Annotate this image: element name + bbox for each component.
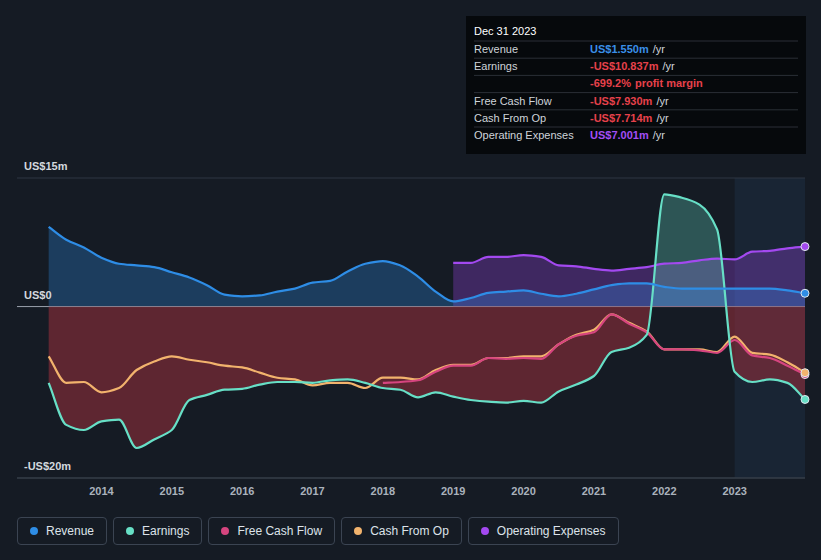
legend: Revenue Earnings Free Cash Flow Cash From O… (17, 517, 619, 545)
area-positive (49, 194, 805, 306)
x-axis-line (17, 478, 805, 479)
end-dot (801, 289, 809, 297)
area (49, 307, 805, 448)
x-tick-label: 2015 (160, 485, 184, 497)
annotation-row: US$7.001m/yr (590, 129, 665, 141)
series-line (49, 314, 805, 392)
x-tick-label: 2017 (300, 485, 324, 497)
x-tick-label: 2019 (441, 485, 465, 497)
annotation-unit: /yr (656, 95, 669, 107)
legend-swatch (126, 527, 134, 535)
annotation-label: Operating Expenses (474, 129, 574, 141)
annotation: Dec 31 2023 Revenue US$1.550m/yr Earnings -U… (466, 16, 806, 154)
legend-label: Cash From Op (370, 524, 449, 538)
legend-swatch (221, 527, 229, 535)
legend-item[interactable]: Operating Expenses (468, 517, 619, 545)
annotation-label: Earnings (474, 60, 518, 72)
annotation-title: Dec 31 2023 (474, 25, 536, 37)
annotation-row: -US$7.930m/yr (590, 95, 669, 107)
series-line (453, 247, 805, 271)
annotation-label: Cash From Op (474, 112, 546, 124)
legend-swatch (481, 527, 489, 535)
annotation-value: US$7.001m (590, 129, 649, 141)
annotation-row: -US$10.837m/yr (590, 60, 675, 72)
annotation-divider (474, 127, 798, 128)
grid-line (17, 178, 805, 179)
annotation-row: -699.2% profit margin (590, 77, 703, 89)
area-positive (49, 227, 805, 307)
legend-swatch (354, 527, 362, 535)
series-line (383, 314, 805, 383)
legend-label: Revenue (46, 524, 94, 538)
annotation-unit: /yr (663, 60, 676, 72)
series-line (49, 227, 805, 302)
annotation-row: US$1.550m/yr (590, 43, 665, 55)
y-tick-label: US$0 (24, 289, 52, 301)
legend-item[interactable]: Cash From Op (341, 517, 462, 545)
x-tick-label: 2020 (511, 485, 535, 497)
legend-label: Free Cash Flow (237, 524, 322, 538)
legend-label: Operating Expenses (497, 524, 606, 538)
x-tick-label: 2022 (652, 485, 676, 497)
legend-swatch (30, 527, 38, 535)
annotation-label: Free Cash Flow (474, 95, 552, 107)
legend-item[interactable]: Earnings (113, 517, 202, 545)
x-tick-label: 2016 (230, 485, 254, 497)
annotation-unit: /yr (653, 43, 666, 55)
plot-area (49, 194, 805, 448)
annotation-value: -US$7.714m (590, 112, 653, 124)
chart: US$15m US$0 -US$20m 2014 2015 2016 2017 2018 201… (0, 0, 821, 560)
area (49, 227, 805, 307)
annotation-row: -US$7.714m/yr (590, 112, 669, 124)
end-dot (801, 369, 809, 377)
legend-item[interactable]: Free Cash Flow (208, 517, 335, 545)
x-tick-label: 2021 (582, 485, 606, 497)
legend-label: Earnings (142, 524, 189, 538)
x-tick-label: 2018 (371, 485, 395, 497)
grid-line (17, 478, 805, 479)
annotation-divider (474, 109, 798, 110)
annotation-divider (474, 92, 798, 93)
end-dot (801, 395, 809, 403)
area (49, 307, 805, 308)
y-tick-label: US$15m (24, 160, 68, 172)
annotation-divider (474, 41, 798, 42)
area (49, 194, 805, 306)
area-negative (49, 307, 805, 448)
y-tick-label: -US$20m (24, 460, 71, 472)
annotation-value: -US$7.930m (590, 95, 653, 107)
annotation-value: -US$10.837m (590, 60, 659, 72)
annotation-text: profit margin (635, 77, 703, 89)
annotation-value: US$1.550m (590, 43, 649, 55)
annotation-divider (474, 75, 798, 76)
end-dot (801, 243, 809, 251)
legend-item[interactable]: Revenue (17, 517, 107, 545)
annotation-value: -699.2% (590, 77, 631, 89)
annotation-label: Revenue (474, 43, 518, 55)
area-negative (49, 307, 805, 308)
annotation-box (466, 16, 806, 154)
annotation-unit: /yr (656, 112, 669, 124)
x-tick-label: 2023 (722, 485, 746, 497)
x-tick-label: 2014 (89, 485, 114, 497)
series-line (49, 194, 805, 448)
annotation-unit: /yr (653, 129, 666, 141)
annotation-divider (474, 58, 798, 59)
